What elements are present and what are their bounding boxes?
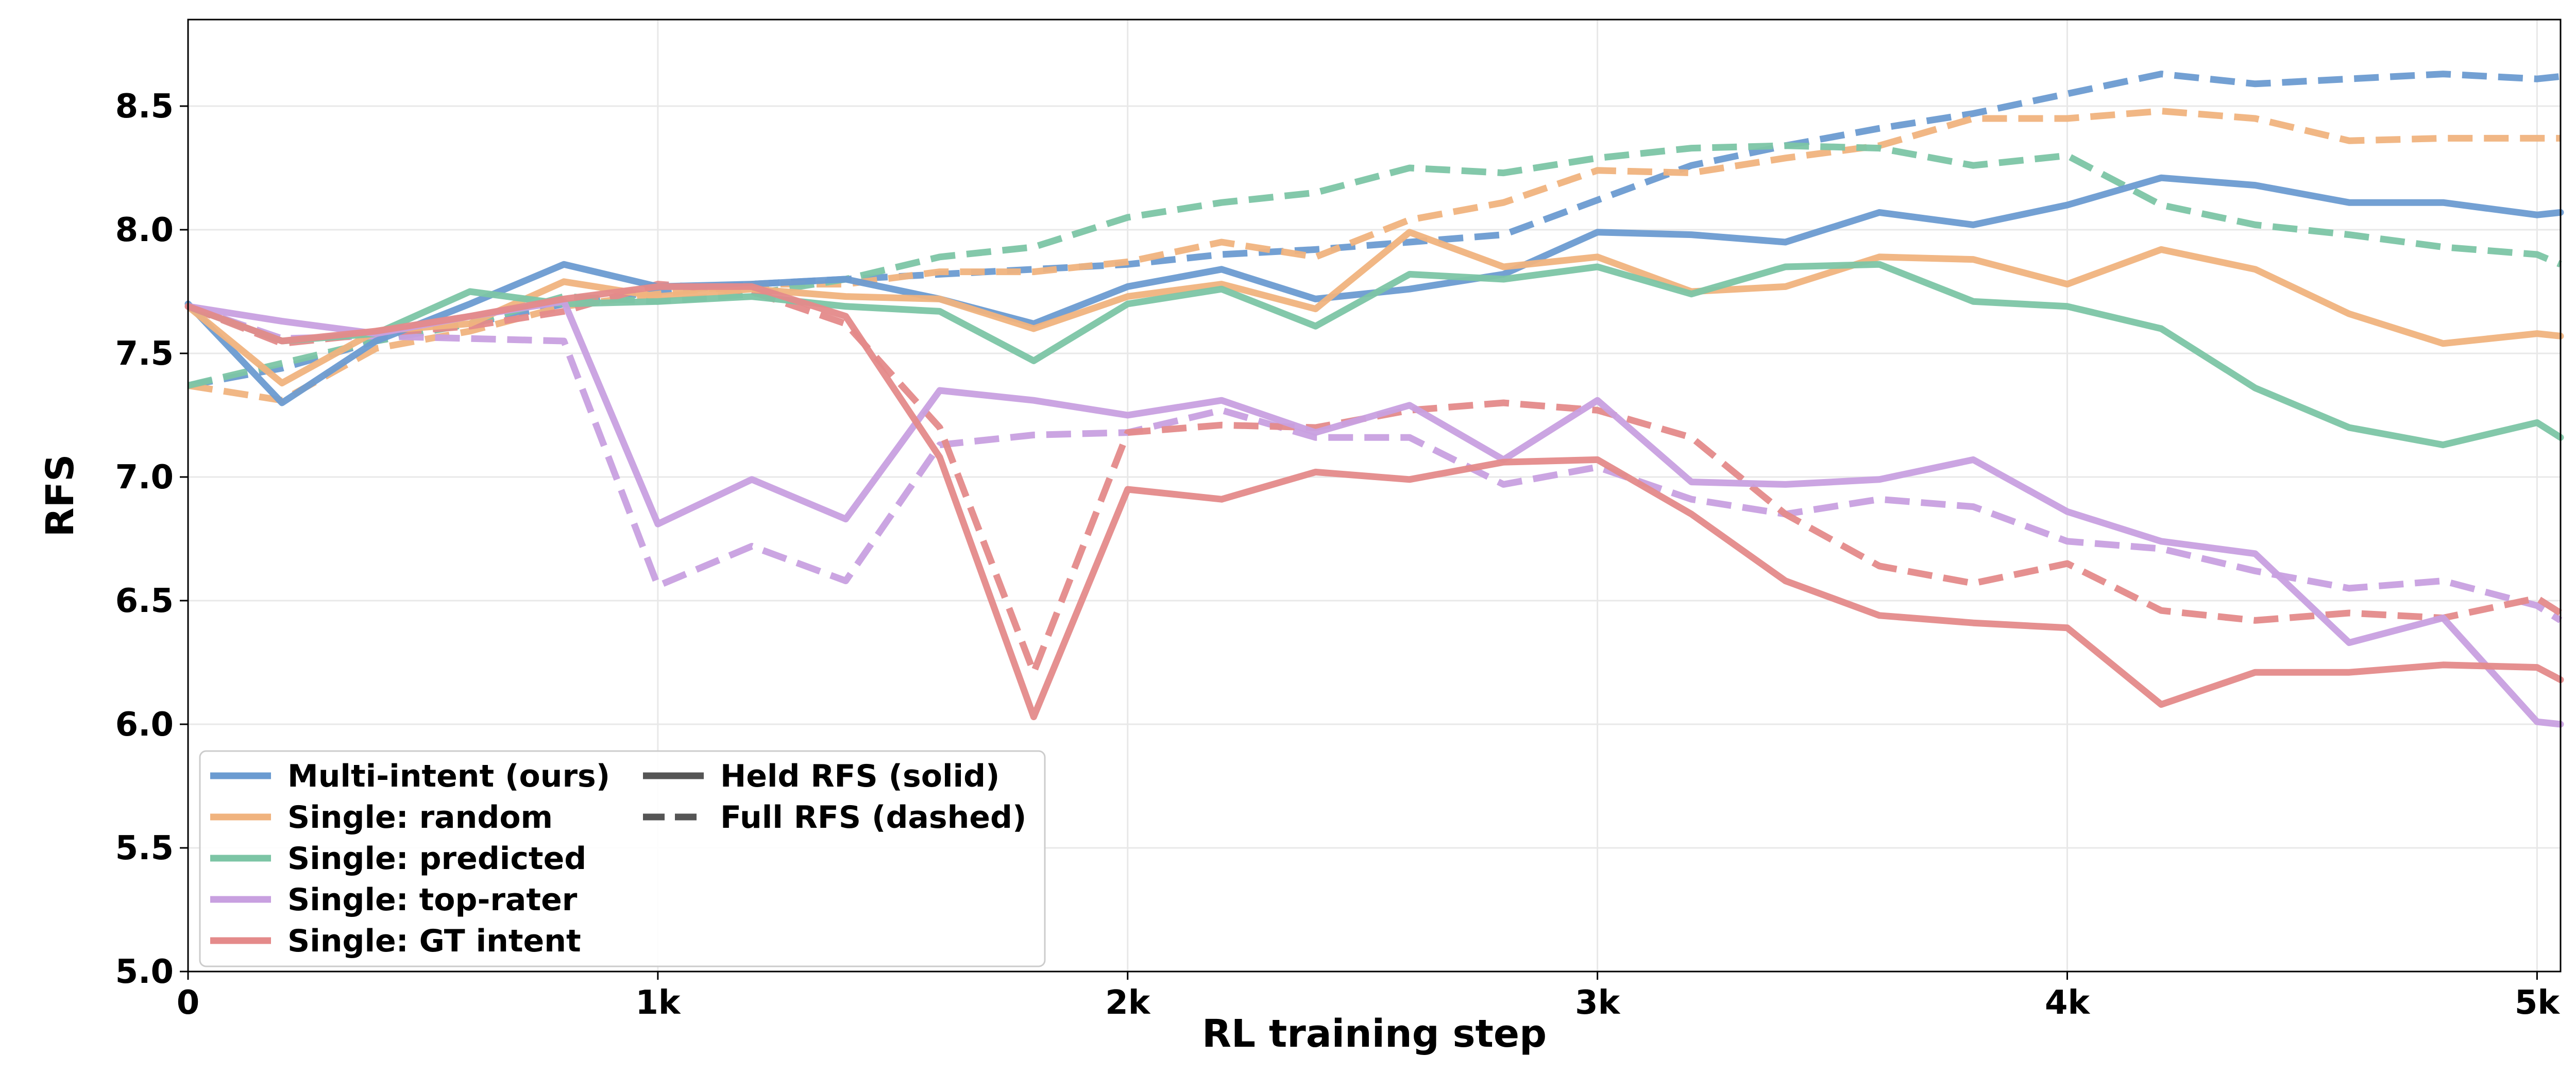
y-tick-label: 5.5: [115, 829, 174, 867]
y-tick-label: 6.0: [115, 706, 174, 744]
axis-ticks: 0 1k 2k 3k 4k 5k 5.0 5.5 6.0 6.5 7.0 7.5 8.0 8.5: [115, 88, 2561, 1022]
legend-style-label: Full RFS (dashed): [720, 799, 1026, 836]
legend-style-label: Held RFS (solid): [720, 758, 999, 794]
series-line-solid-1: [184, 229, 2564, 387]
plot-frame: [187, 19, 2562, 973]
series-line-solid-3: [184, 298, 2564, 728]
legend-label: Single: GT intent: [287, 923, 581, 959]
x-tick-label: 0: [177, 984, 200, 1022]
y-axis-label: RFS: [38, 454, 82, 537]
y-tick-label: 7.5: [115, 335, 174, 373]
y-tick-label: 6.5: [115, 582, 174, 620]
x-axis-label: RL training step: [1202, 1012, 1547, 1056]
x-tick-label: 4k: [2045, 984, 2091, 1022]
series-line-dashed-8: [187, 303, 2563, 623]
legend-box: [199, 750, 1046, 967]
x-tick-label: 3k: [1575, 984, 1621, 1022]
x-tick-label: 1k: [635, 984, 681, 1022]
legend-label: Multi-intent (ours): [287, 758, 610, 794]
legend-label: Single: random: [287, 799, 553, 836]
series-line-solid-4: [184, 283, 2564, 721]
series-lines: [184, 71, 2564, 728]
legend: Multi-intent (ours) Single: random Single:…: [199, 750, 1046, 967]
series-line-solid-0: [184, 174, 2564, 406]
x-tick-label: 5k: [2515, 984, 2561, 1022]
legend-label: Single: predicted: [287, 841, 586, 877]
series-line-solid-2: [184, 261, 2564, 449]
y-tick-label: 8.0: [115, 211, 174, 249]
y-tick-label: 5.0: [115, 953, 174, 991]
y-tick-label: 7.0: [115, 458, 174, 497]
legend-label: Single: top-rater: [287, 882, 578, 918]
y-tick-label: 8.5: [115, 88, 174, 126]
x-tick-label: 2k: [1105, 984, 1151, 1022]
